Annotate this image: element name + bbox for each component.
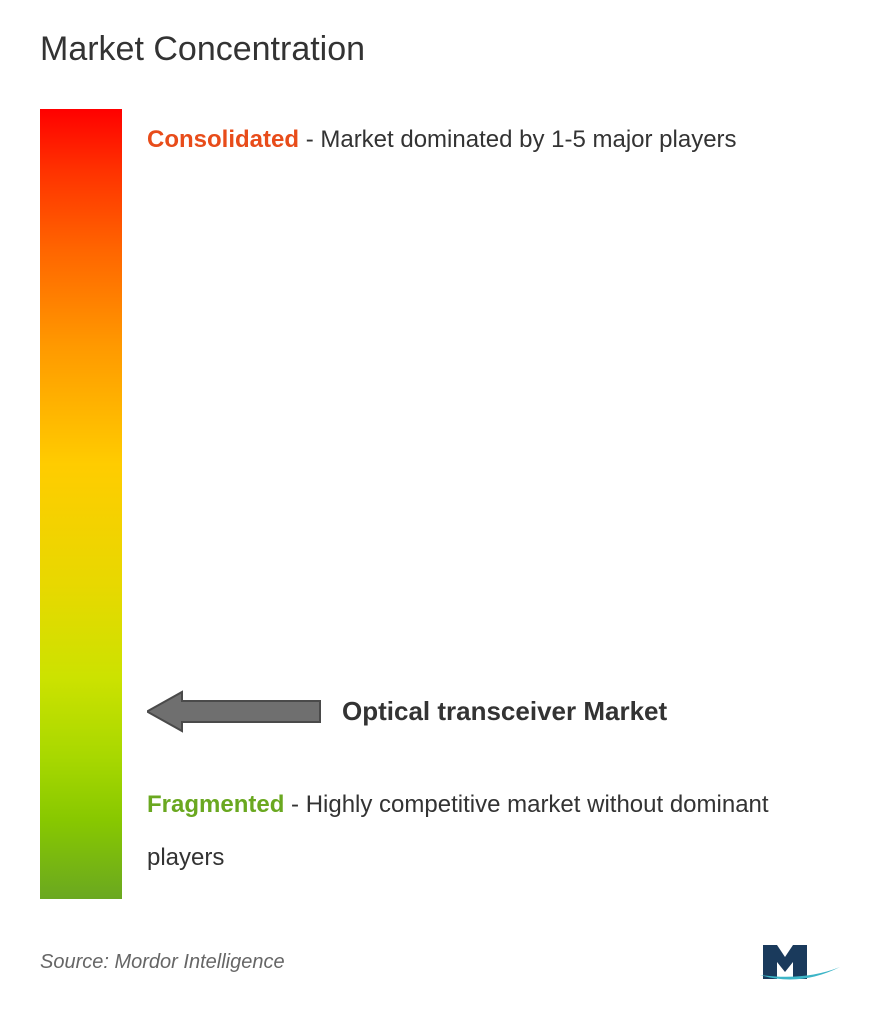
consolidated-term: Consolidated — [147, 126, 299, 153]
left-arrow-icon — [147, 689, 322, 734]
fragmented-term: Fragmented — [147, 791, 284, 818]
market-name-label: Optical transceiver Market — [342, 696, 667, 727]
source-attribution: Source: Mordor Intelligence — [40, 951, 285, 974]
content-area: Consolidated - Market dominated by 1-5 m… — [40, 109, 845, 919]
fragmented-label: Fragmented - Highly competitive market w… — [147, 779, 825, 885]
consolidated-block: Consolidated - Market dominated by 1-5 m… — [147, 114, 825, 167]
footer: Source: Mordor Intelligence — [40, 937, 845, 987]
concentration-gradient-bar — [40, 109, 122, 899]
mordor-logo-icon — [755, 937, 845, 987]
labels-area: Consolidated - Market dominated by 1-5 m… — [122, 109, 845, 919]
market-position-arrow-block: Optical transceiver Market — [147, 689, 667, 734]
fragmented-block: Fragmented - Highly competitive market w… — [147, 779, 825, 885]
consolidated-label: Consolidated - Market dominated by 1-5 m… — [147, 114, 825, 167]
logo-m-shape — [763, 945, 807, 979]
chart-title: Market Concentration — [40, 30, 845, 69]
consolidated-description: - Market dominated by 1-5 major players — [306, 126, 737, 153]
